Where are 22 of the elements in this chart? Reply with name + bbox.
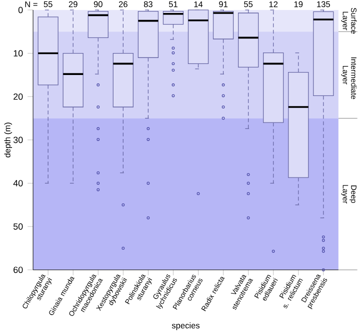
text: 135 bbox=[317, 1, 330, 8]
y-tick-label: 20 bbox=[14, 93, 23, 100]
text: 83 bbox=[144, 1, 152, 8]
y-tick-label: 0 bbox=[18, 6, 23, 13]
x-axis-title: species bbox=[172, 322, 200, 330]
text: 29 bbox=[68, 1, 78, 8]
text: 19 bbox=[294, 1, 303, 8]
text: 26 bbox=[118, 1, 128, 8]
y-tick-label: 10 bbox=[14, 50, 23, 56]
text: 91 bbox=[219, 1, 228, 8]
text: 14 bbox=[194, 1, 203, 8]
y-axis-title: depth (m) bbox=[4, 122, 12, 158]
text: 55 bbox=[244, 1, 253, 8]
y-tick-label: 60 bbox=[14, 266, 23, 273]
y-tick-label: 40 bbox=[13, 180, 23, 186]
text: 12 bbox=[269, 1, 278, 8]
text: 90 bbox=[94, 1, 102, 8]
text: N = bbox=[25, 1, 38, 8]
text: 51 bbox=[168, 1, 178, 8]
text: 55 bbox=[44, 1, 52, 8]
y-tick-label: 50 bbox=[13, 223, 23, 230]
y-tick-label: 30 bbox=[13, 136, 23, 143]
